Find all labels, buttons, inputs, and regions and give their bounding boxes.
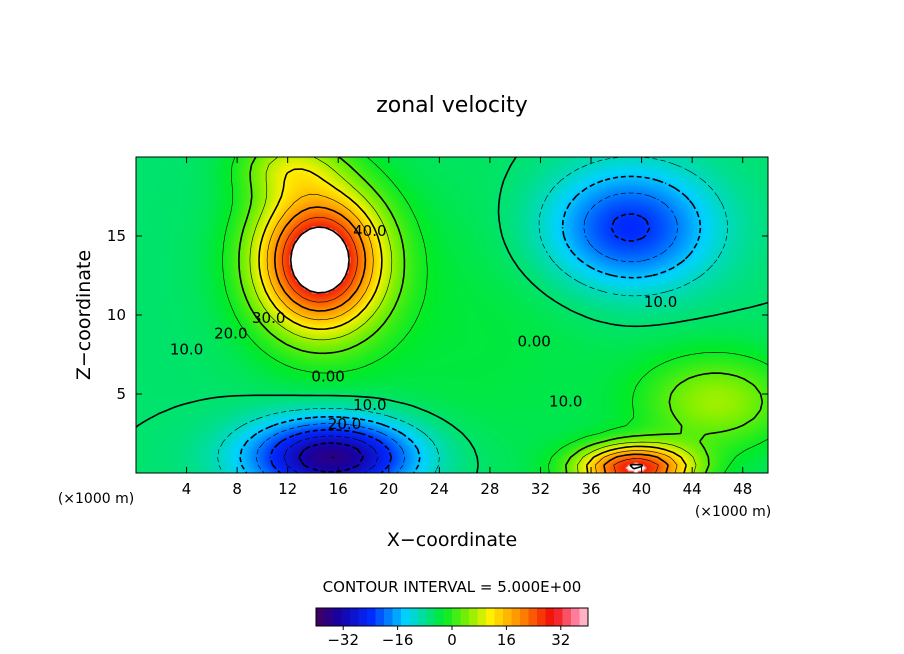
contour-label: 40.0 <box>353 222 386 240</box>
colorbar-swatch <box>469 608 478 626</box>
colorbar-swatch <box>324 608 334 626</box>
colorbar-swatch <box>426 608 436 626</box>
contour-line <box>258 168 687 473</box>
colorbar-swatch <box>477 608 487 626</box>
x-tick-label: 12 <box>278 480 297 498</box>
contour-label: 20.0 <box>214 325 247 343</box>
x-unit-right: (×1000 m) <box>695 504 771 520</box>
contour-label: 0.00 <box>517 333 550 351</box>
colorbar-swatch <box>443 608 453 626</box>
contour-line <box>289 226 644 470</box>
colorbar-swatch <box>316 608 325 626</box>
x-axis: 4 8 12 16 20 24 28 32 36 40 44 48 <box>182 157 752 498</box>
colorbar-swatch <box>333 608 342 626</box>
contour-label: 10.0 <box>549 393 582 411</box>
colorbar-swatch <box>341 608 351 626</box>
contour-line <box>282 216 659 473</box>
x-tick-label: 16 <box>329 480 348 498</box>
y-tick-label: 10 <box>107 306 126 324</box>
contour-label: 10.0 <box>170 341 203 359</box>
contour-label: 20.0 <box>328 415 361 433</box>
colorbar-tick-label: −32 <box>327 631 359 649</box>
colorbar-tick-label: 32 <box>551 631 570 649</box>
colorbar-swatch <box>418 608 427 626</box>
colorbar-swatch <box>520 608 529 626</box>
colorbar-swatch <box>545 608 555 626</box>
colorbar-swatch <box>409 608 419 626</box>
y-tick-label: 15 <box>107 227 126 245</box>
colorbar-swatch <box>460 608 470 626</box>
contour-line <box>239 175 702 473</box>
x-tick-label: 28 <box>480 480 499 498</box>
colorbar-swatch <box>350 608 359 626</box>
colorbar-swatch <box>562 608 572 626</box>
contour-lines <box>136 157 768 473</box>
colorbar-swatch <box>511 608 521 626</box>
x-tick-label: 48 <box>733 480 752 498</box>
y-axis: 5 10 15 <box>107 227 768 403</box>
colorbar-swatch <box>494 608 504 626</box>
colorbar-swatch <box>435 608 444 626</box>
colorbar-tick-label: 16 <box>497 631 516 649</box>
x-unit-left: (×1000 m) <box>58 491 134 507</box>
colorbar-swatch <box>452 608 461 626</box>
contour-interval-text: CONTOUR INTERVAL = 5.000E+00 <box>323 578 582 596</box>
colorbar-swatch <box>401 608 410 626</box>
x-tick-label: 44 <box>683 480 702 498</box>
contour-label: 10.0 <box>644 293 677 311</box>
contour-line <box>249 157 697 473</box>
contour-line <box>222 157 768 473</box>
colorbar-swatch <box>503 608 512 626</box>
contour-line <box>136 157 768 473</box>
colorbar-tick-label: 0 <box>447 631 457 649</box>
colorbar-swatch <box>384 608 393 626</box>
y-axis-label: Z−coordinate <box>73 250 95 380</box>
x-tick-label: 36 <box>581 480 600 498</box>
contour-line <box>255 192 678 473</box>
contour-label: 0.00 <box>311 367 344 385</box>
colorbar-tick-label: −16 <box>382 631 414 649</box>
colorbar-swatch <box>375 608 385 626</box>
x-tick-label: 24 <box>430 480 449 498</box>
chart-title: zonal velocity <box>376 93 528 118</box>
colorbar-swatch <box>528 608 538 626</box>
velocity-field <box>136 157 768 473</box>
contour-label: 10.0 <box>353 396 386 414</box>
colorbar-swatch <box>579 608 589 626</box>
contour-line <box>269 213 651 473</box>
contour-line <box>330 456 335 458</box>
colorbar <box>315 607 589 627</box>
x-tick-label: 20 <box>379 480 398 498</box>
colorbar-swatch <box>537 608 546 626</box>
colorbar-swatch <box>486 608 495 626</box>
contour-line <box>274 206 669 473</box>
y-tick-label: 5 <box>116 385 126 403</box>
contour-label: 30.0 <box>252 309 285 327</box>
x-axis-label: X−coordinate <box>387 529 517 551</box>
colorbar-swatch <box>554 608 563 626</box>
contour-line <box>238 157 764 473</box>
contour-line <box>266 193 678 473</box>
colorbar-swatch <box>571 608 580 626</box>
colorbar-swatch <box>367 608 376 626</box>
colorbar-swatch <box>392 608 402 626</box>
x-tick-label: 32 <box>531 480 550 498</box>
colorbar-ticks: −32 −16 0 16 32 <box>327 626 570 649</box>
contour-line <box>217 157 728 473</box>
colorbar-swatch <box>358 608 368 626</box>
contour-line <box>298 442 364 473</box>
x-tick-label: 4 <box>182 480 192 498</box>
x-tick-label: 8 <box>232 480 242 498</box>
x-tick-label: 40 <box>632 480 651 498</box>
